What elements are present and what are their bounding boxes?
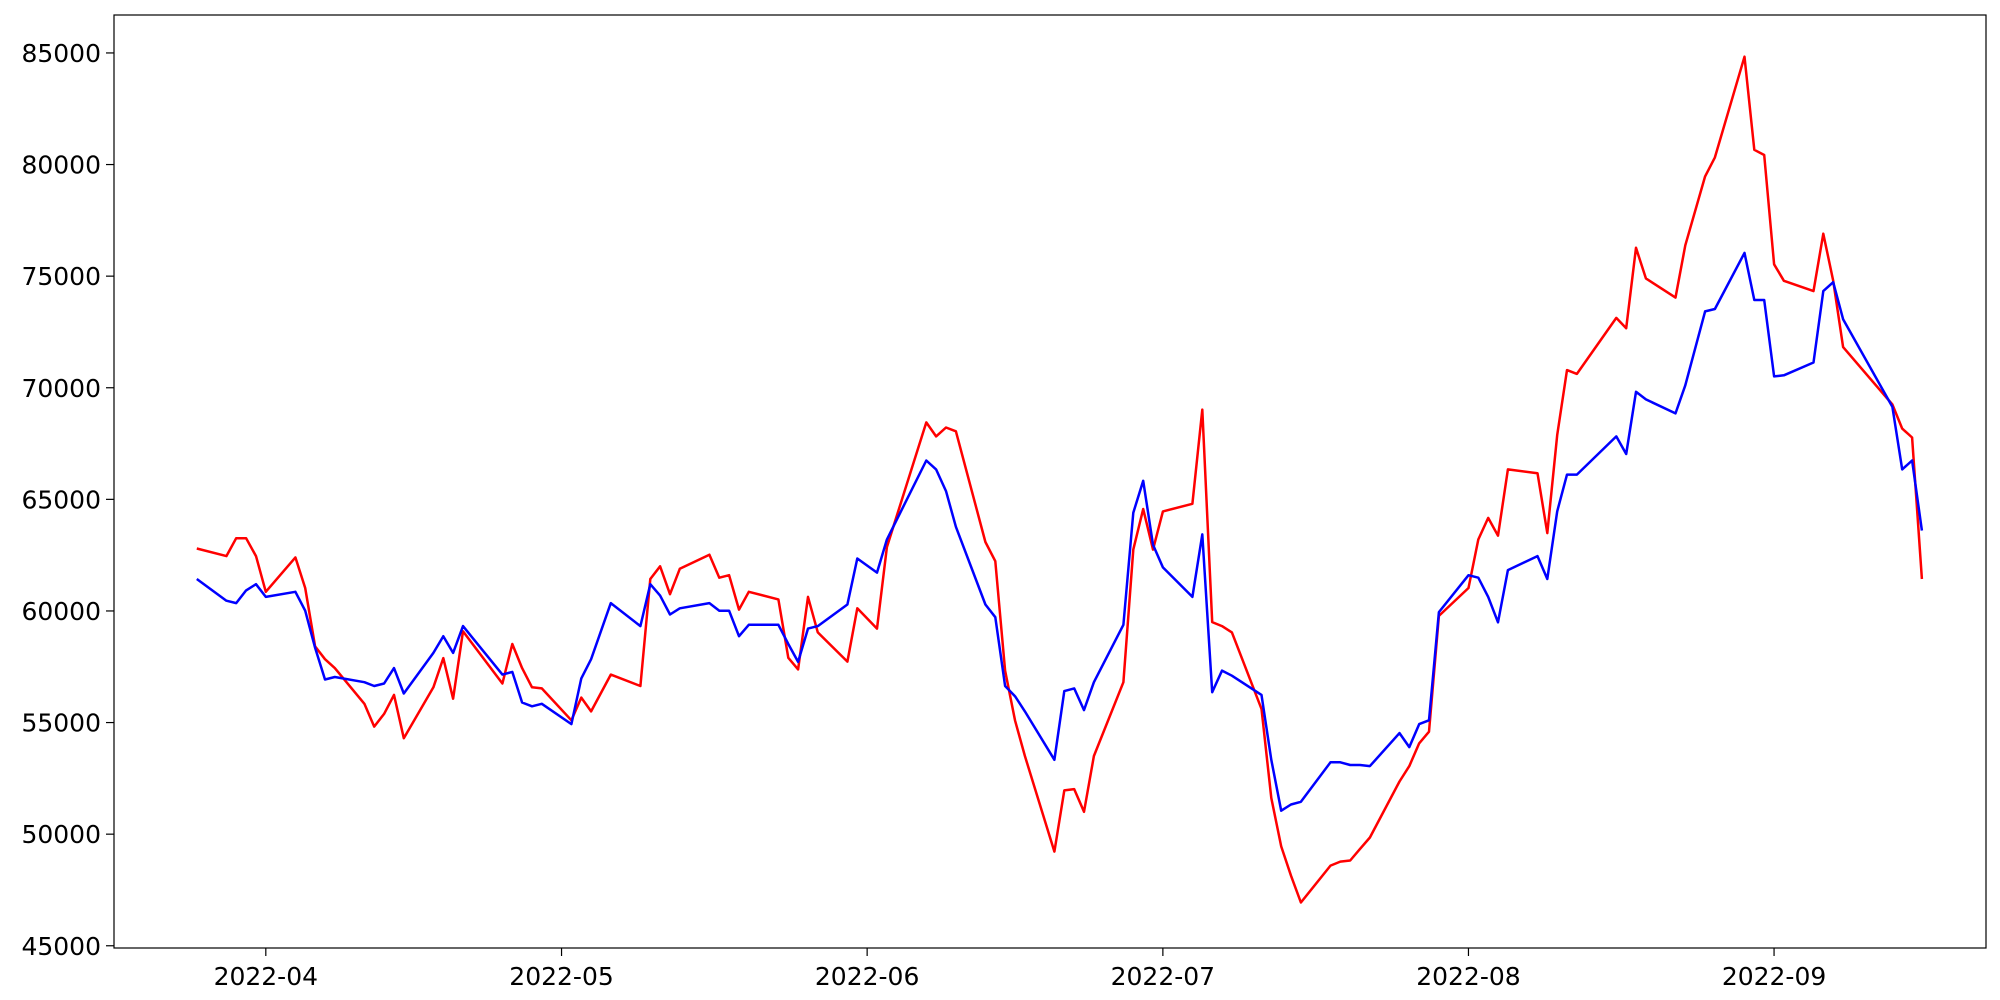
x-tick-label: 2022-05 [509, 962, 613, 991]
y-tick-label: 65000 [21, 485, 101, 514]
y-tick-label: 70000 [21, 374, 101, 403]
x-tick-label: 2022-04 [214, 962, 318, 991]
x-tick-label: 2022-09 [1722, 962, 1826, 991]
plot-frame [113, 14, 1987, 949]
x-tick-label: 2022-08 [1416, 962, 1520, 991]
y-tick-label: 45000 [21, 932, 101, 961]
y-tick-label: 75000 [21, 262, 101, 291]
x-tick-label: 2022-06 [815, 962, 919, 991]
series-line [196, 55, 1924, 904]
series-line [196, 251, 1924, 812]
x-tick-label: 2022-07 [1111, 962, 1215, 991]
y-tick-label: 80000 [21, 151, 101, 180]
y-tick-label: 85000 [21, 39, 101, 68]
y-tick-label: 55000 [21, 709, 101, 738]
y-tick-label: 50000 [21, 820, 101, 849]
y-tick-label: 60000 [21, 597, 101, 626]
